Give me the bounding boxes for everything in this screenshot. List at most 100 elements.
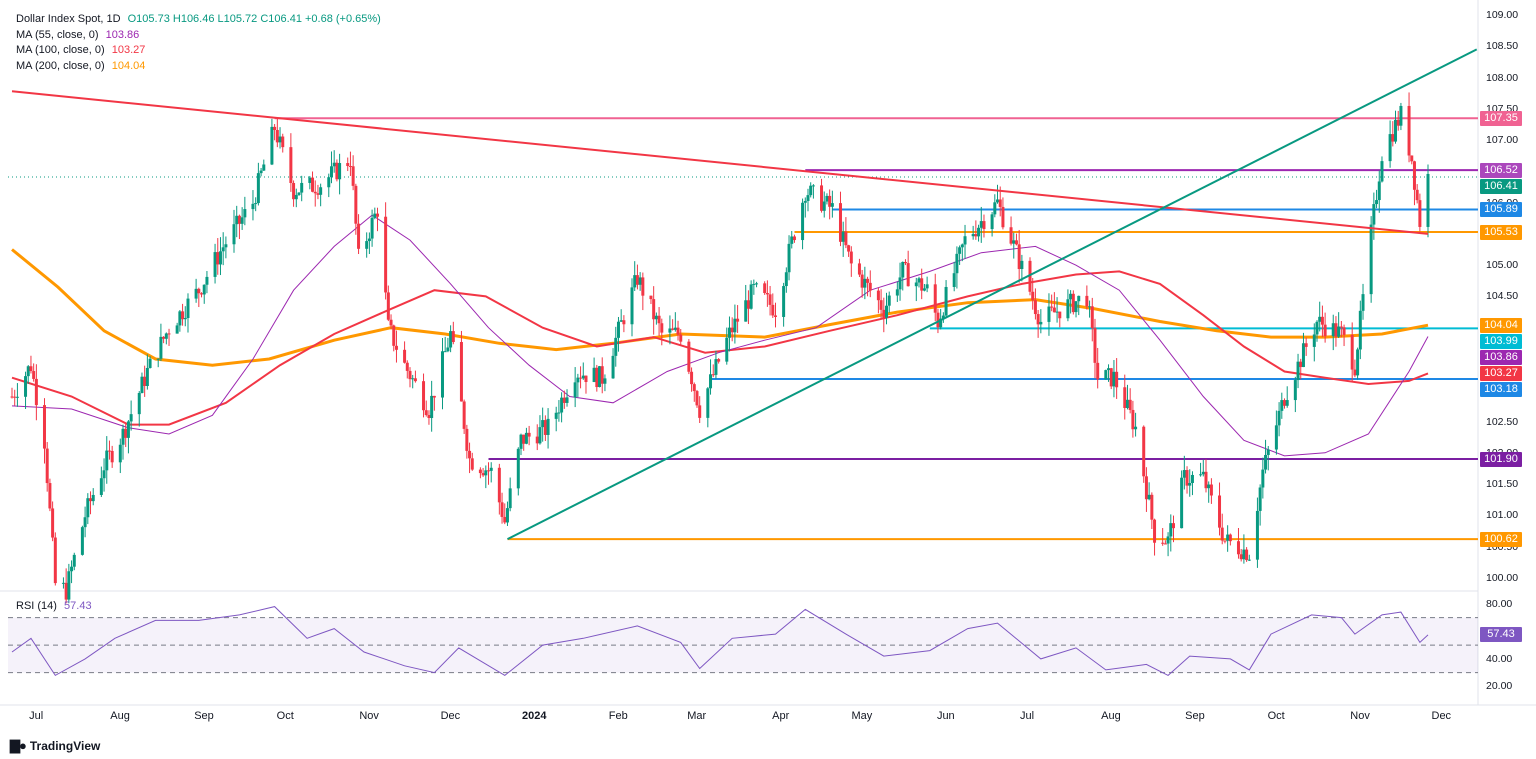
candle-down — [89, 498, 93, 502]
candle-up — [300, 182, 304, 193]
candle-up — [338, 163, 342, 180]
candle-up — [178, 311, 182, 326]
candle-down — [1142, 426, 1146, 477]
candle-up — [1380, 161, 1384, 182]
candle-down — [1058, 311, 1062, 319]
candle-down — [1123, 387, 1127, 408]
price-tag: 103.27 — [1480, 365, 1522, 381]
candle-down — [1353, 369, 1357, 376]
candle-up — [332, 162, 336, 167]
candle-down — [774, 315, 778, 317]
candle-down — [543, 420, 547, 435]
candle-up — [546, 418, 550, 435]
candle-up — [1426, 173, 1430, 227]
candle-up — [1369, 224, 1373, 295]
candle-up — [1261, 469, 1265, 488]
candle-up — [939, 318, 943, 328]
candle-up — [1182, 470, 1186, 478]
candle-down — [1299, 361, 1303, 368]
candle-up — [922, 288, 926, 291]
candle-up — [262, 164, 266, 171]
price-tick-label: 104.50 — [1486, 290, 1519, 303]
candle-up — [887, 295, 891, 306]
time-tick-label: Sep — [1185, 710, 1205, 722]
candle-down — [657, 315, 661, 324]
candle-down — [1412, 161, 1416, 190]
candle-up — [1020, 260, 1024, 270]
candle-down — [376, 213, 380, 217]
candle-up — [944, 286, 948, 316]
candle-up — [251, 203, 255, 210]
candle-up — [83, 517, 87, 528]
candle-down — [311, 177, 315, 192]
candle-down — [42, 405, 46, 449]
candle-up — [270, 126, 274, 165]
candle-up — [1012, 240, 1016, 244]
candle-up — [1207, 484, 1211, 489]
candle-down — [866, 278, 870, 283]
candle-down — [1085, 295, 1089, 307]
candle-up — [630, 287, 634, 325]
candle-up — [373, 213, 377, 218]
candle-down — [107, 450, 111, 452]
candle-up — [164, 333, 168, 339]
candle-down — [820, 185, 824, 211]
candle-down — [357, 223, 361, 249]
candle-down — [579, 377, 583, 379]
candle-down — [1407, 105, 1411, 156]
candle-up — [1280, 400, 1284, 411]
candle-down — [451, 331, 455, 343]
price-tag: 104.04 — [1480, 317, 1522, 333]
candle-up — [297, 192, 301, 195]
tradingview-logo-icon: ▇● — [10, 738, 27, 753]
candle-down — [920, 278, 924, 291]
candle-up — [1147, 494, 1151, 500]
candle-up — [592, 367, 596, 383]
candle-up — [565, 397, 569, 403]
rsi-line — [11, 606, 1429, 677]
candle-down — [584, 375, 588, 383]
candle-up — [308, 177, 312, 183]
price-tick-label: 101.00 — [1486, 509, 1519, 522]
ma55-label: MA (55, close, 0) — [16, 28, 99, 41]
time-tick-label: Aug — [110, 710, 130, 722]
candle-down — [1052, 307, 1056, 313]
candle-up — [581, 375, 585, 379]
candle-down — [64, 582, 68, 600]
time-tick-label: Aug — [1101, 710, 1121, 722]
candle-down — [408, 370, 412, 380]
candle-up — [159, 336, 163, 359]
candle-down — [1204, 471, 1208, 489]
rsi-legend: RSI (14) 57.43 — [16, 600, 92, 612]
rsi-tag: 57.43 — [1480, 627, 1522, 643]
candle-up — [990, 214, 994, 230]
candle-up — [955, 253, 959, 274]
candle-down — [13, 396, 17, 398]
candle-down — [649, 295, 653, 300]
rsi-label: RSI (14) — [16, 600, 57, 612]
candle-up — [1169, 523, 1173, 537]
candle-up — [121, 428, 125, 445]
candle-down — [711, 374, 715, 376]
candle-up — [554, 412, 558, 419]
candle-down — [386, 292, 390, 320]
candle-down — [1028, 260, 1032, 292]
candle-down — [1223, 540, 1227, 542]
candle-down — [478, 469, 482, 474]
candle-up — [1166, 536, 1170, 544]
time-tick-label: May — [851, 710, 873, 722]
candle-up — [26, 366, 30, 377]
candle-down — [792, 236, 796, 241]
candle-up — [996, 199, 1000, 203]
candle-down — [48, 483, 52, 509]
candle-up — [67, 571, 71, 600]
candle-up — [614, 337, 618, 356]
candle-down — [849, 251, 853, 264]
candle-down — [34, 378, 38, 406]
candle-down — [424, 410, 428, 416]
price-tick-label: 102.50 — [1486, 415, 1519, 428]
candle-down — [1342, 327, 1346, 335]
candle-up — [319, 187, 323, 195]
candle-up — [993, 202, 997, 215]
